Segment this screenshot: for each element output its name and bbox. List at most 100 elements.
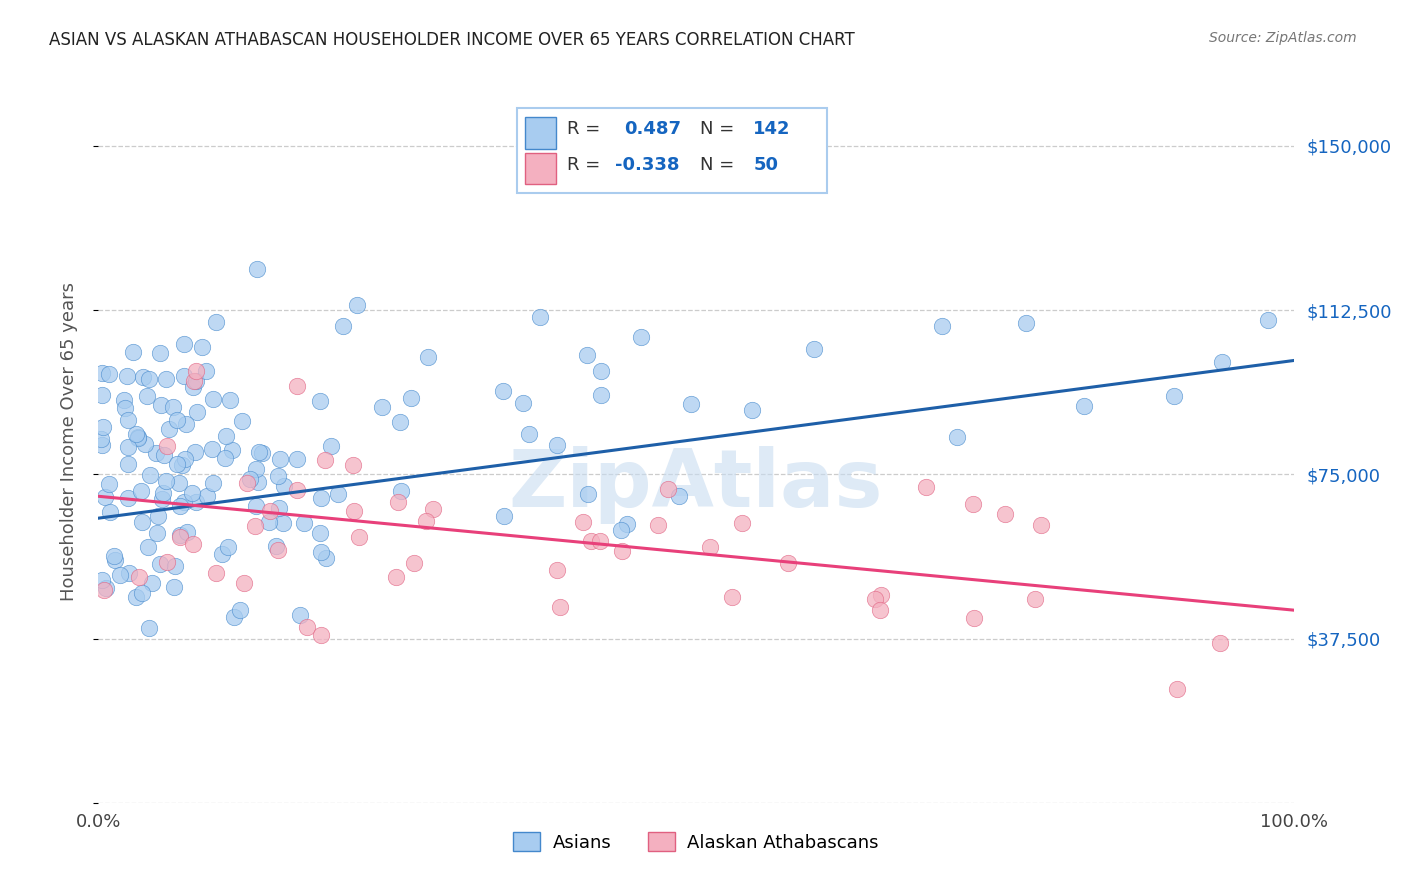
Point [250,446,273,460]
Point [122,345,145,359]
Point [145,446,167,460]
Point [581,533,603,548]
Point [259,503,281,517]
Point [295,620,318,634]
Text: ASIAN VS ALASKAN ATHABASCAN HOUSEHOLDER INCOME OVER 65 YEARS CORRELATION CHART: ASIAN VS ALASKAN ATHABASCAN HOUSEHOLDER … [49,31,855,49]
Point [343,504,366,518]
Point [149,398,172,412]
Point [492,509,515,524]
Point [181,486,204,500]
Point [163,580,186,594]
Point [91,387,114,401]
Point [117,413,139,427]
Point [138,372,160,386]
Point [576,487,599,501]
Point [246,262,269,277]
Point [721,590,744,604]
Point [309,491,332,506]
Point [117,440,139,454]
Point [117,491,139,505]
Point [269,452,291,467]
Point [186,364,208,378]
Point [616,516,638,531]
Point [290,607,312,622]
Point [228,603,250,617]
Point [699,540,721,554]
Point [399,392,422,406]
Point [416,350,439,364]
Point [134,437,156,451]
Point [246,475,269,489]
Point [169,528,191,542]
Point [93,582,115,597]
Point [546,563,568,577]
Point [108,567,131,582]
Point [125,426,148,441]
Point [387,495,409,509]
Text: R =: R = [567,120,606,138]
Point [994,507,1017,521]
Point [267,469,290,483]
Point [311,544,333,558]
Point [914,479,936,493]
Point [612,544,634,558]
Point [589,388,612,402]
Point [173,337,195,351]
Point [132,370,155,384]
Point [657,482,679,496]
Point [731,516,754,530]
Point [741,402,763,417]
Point [273,479,295,493]
Point [131,586,153,600]
Point [166,457,188,471]
Point [176,525,198,540]
Point [946,429,969,443]
Point [610,523,633,537]
Point [224,610,246,624]
Point [218,393,240,408]
Point [215,429,238,443]
Point [1163,389,1185,403]
Point [245,499,267,513]
Point [173,368,195,383]
Point [492,384,515,398]
Point [271,516,294,530]
Point [572,516,595,530]
Point [184,374,207,388]
Point [869,603,891,617]
Point [314,453,336,467]
Point [104,553,127,567]
Point [211,547,233,561]
Point [195,364,218,378]
Point [128,570,150,584]
Point [127,429,149,443]
Point [183,375,205,389]
Text: 0.487: 0.487 [624,120,682,138]
Point [162,400,184,414]
Point [139,467,162,482]
Point [589,364,612,378]
Point [152,486,174,500]
Text: 50: 50 [754,156,779,174]
Point [117,457,139,471]
Point [346,298,368,312]
Text: 142: 142 [754,120,790,138]
Point [1166,681,1188,696]
Point [172,458,194,473]
Point [285,451,308,466]
Text: -0.338: -0.338 [614,156,679,174]
Point [332,318,354,333]
Point [156,438,179,452]
Point [589,533,612,548]
Point [217,541,239,555]
Point [184,494,207,508]
FancyBboxPatch shape [524,117,557,149]
Point [931,319,953,334]
Point [114,392,136,407]
Point [575,348,598,362]
Point [1024,591,1046,606]
Point [371,400,394,414]
Point [236,475,259,490]
Point [166,413,188,427]
Point [326,486,349,500]
